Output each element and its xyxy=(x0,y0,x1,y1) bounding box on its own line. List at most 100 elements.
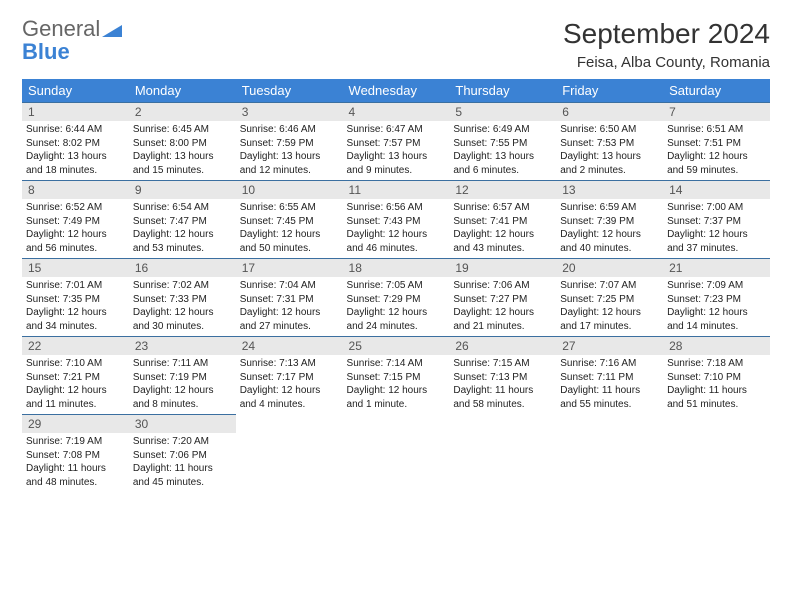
day-line-d1: Daylight: 12 hours xyxy=(240,306,339,320)
day-cell: 24Sunrise: 7:13 AMSunset: 7:17 PMDayligh… xyxy=(236,336,343,414)
day-line-sr: Sunrise: 6:51 AM xyxy=(667,123,766,137)
day-number: 1 xyxy=(22,102,129,121)
week-row: 29Sunrise: 7:19 AMSunset: 7:08 PMDayligh… xyxy=(22,414,770,492)
day-body: Sunrise: 7:04 AMSunset: 7:31 PMDaylight:… xyxy=(236,277,343,335)
day-line-sr: Sunrise: 6:59 AM xyxy=(560,201,659,215)
day-line-ss: Sunset: 7:37 PM xyxy=(667,215,766,229)
day-number: 25 xyxy=(343,336,450,355)
day-line-ss: Sunset: 7:41 PM xyxy=(453,215,552,229)
day-line-sr: Sunrise: 6:45 AM xyxy=(133,123,232,137)
day-line-d2: and 18 minutes. xyxy=(26,164,125,178)
day-line-d2: and 46 minutes. xyxy=(347,242,446,256)
location: Feisa, Alba County, Romania xyxy=(563,54,770,71)
day-line-sr: Sunrise: 7:18 AM xyxy=(667,357,766,371)
day-body: Sunrise: 6:57 AMSunset: 7:41 PMDaylight:… xyxy=(449,199,556,257)
day-cell: 19Sunrise: 7:06 AMSunset: 7:27 PMDayligh… xyxy=(449,258,556,336)
day-line-d2: and 6 minutes. xyxy=(453,164,552,178)
day-line-d1: Daylight: 12 hours xyxy=(133,306,232,320)
day-cell: 28Sunrise: 7:18 AMSunset: 7:10 PMDayligh… xyxy=(663,336,770,414)
day-line-d1: Daylight: 12 hours xyxy=(133,384,232,398)
day-body: Sunrise: 6:51 AMSunset: 7:51 PMDaylight:… xyxy=(663,121,770,179)
day-body: Sunrise: 6:47 AMSunset: 7:57 PMDaylight:… xyxy=(343,121,450,179)
day-line-d1: Daylight: 12 hours xyxy=(347,306,446,320)
day-line-ss: Sunset: 7:55 PM xyxy=(453,137,552,151)
day-number: 29 xyxy=(22,414,129,433)
day-body: Sunrise: 7:10 AMSunset: 7:21 PMDaylight:… xyxy=(22,355,129,413)
day-body: Sunrise: 7:05 AMSunset: 7:29 PMDaylight:… xyxy=(343,277,450,335)
day-cell: 29Sunrise: 7:19 AMSunset: 7:08 PMDayligh… xyxy=(22,414,129,492)
day-line-d1: Daylight: 13 hours xyxy=(560,150,659,164)
day-cell: 1Sunrise: 6:44 AMSunset: 8:02 PMDaylight… xyxy=(22,102,129,180)
dow-thursday: Thursday xyxy=(449,79,556,102)
day-line-d1: Daylight: 12 hours xyxy=(560,306,659,320)
month-title: September 2024 xyxy=(563,18,770,50)
day-line-ss: Sunset: 7:19 PM xyxy=(133,371,232,385)
day-number: 21 xyxy=(663,258,770,277)
dow-monday: Monday xyxy=(129,79,236,102)
day-line-d2: and 34 minutes. xyxy=(26,320,125,334)
day-number: 10 xyxy=(236,180,343,199)
day-number: 14 xyxy=(663,180,770,199)
day-line-d2: and 59 minutes. xyxy=(667,164,766,178)
day-line-ss: Sunset: 7:33 PM xyxy=(133,293,232,307)
day-line-d2: and 17 minutes. xyxy=(560,320,659,334)
day-line-d2: and 9 minutes. xyxy=(347,164,446,178)
day-line-sr: Sunrise: 7:04 AM xyxy=(240,279,339,293)
day-cell xyxy=(556,414,663,492)
day-cell xyxy=(343,414,450,492)
day-line-sr: Sunrise: 6:50 AM xyxy=(560,123,659,137)
week-row: 1Sunrise: 6:44 AMSunset: 8:02 PMDaylight… xyxy=(22,102,770,180)
day-body: Sunrise: 7:02 AMSunset: 7:33 PMDaylight:… xyxy=(129,277,236,335)
day-line-ss: Sunset: 7:59 PM xyxy=(240,137,339,151)
week-row: 22Sunrise: 7:10 AMSunset: 7:21 PMDayligh… xyxy=(22,336,770,414)
day-body: Sunrise: 6:59 AMSunset: 7:39 PMDaylight:… xyxy=(556,199,663,257)
day-number: 15 xyxy=(22,258,129,277)
day-number: 28 xyxy=(663,336,770,355)
day-line-sr: Sunrise: 6:54 AM xyxy=(133,201,232,215)
day-line-d2: and 11 minutes. xyxy=(26,398,125,412)
day-line-d2: and 24 minutes. xyxy=(347,320,446,334)
day-line-d1: Daylight: 11 hours xyxy=(667,384,766,398)
day-number: 19 xyxy=(449,258,556,277)
day-cell: 16Sunrise: 7:02 AMSunset: 7:33 PMDayligh… xyxy=(129,258,236,336)
logo-triangle-icon xyxy=(102,19,122,41)
day-cell: 14Sunrise: 7:00 AMSunset: 7:37 PMDayligh… xyxy=(663,180,770,258)
day-line-d1: Daylight: 12 hours xyxy=(347,384,446,398)
day-line-d1: Daylight: 13 hours xyxy=(453,150,552,164)
dow-friday: Friday xyxy=(556,79,663,102)
day-line-d2: and 48 minutes. xyxy=(26,476,125,490)
day-line-ss: Sunset: 7:57 PM xyxy=(347,137,446,151)
day-line-d1: Daylight: 13 hours xyxy=(133,150,232,164)
day-number: 16 xyxy=(129,258,236,277)
day-cell: 30Sunrise: 7:20 AMSunset: 7:06 PMDayligh… xyxy=(129,414,236,492)
day-line-ss: Sunset: 7:21 PM xyxy=(26,371,125,385)
day-body: Sunrise: 6:46 AMSunset: 7:59 PMDaylight:… xyxy=(236,121,343,179)
day-line-d1: Daylight: 12 hours xyxy=(347,228,446,242)
day-line-sr: Sunrise: 7:19 AM xyxy=(26,435,125,449)
day-number: 17 xyxy=(236,258,343,277)
day-line-d1: Daylight: 12 hours xyxy=(240,384,339,398)
day-line-d2: and 27 minutes. xyxy=(240,320,339,334)
day-number: 6 xyxy=(556,102,663,121)
day-cell: 5Sunrise: 6:49 AMSunset: 7:55 PMDaylight… xyxy=(449,102,556,180)
day-number: 20 xyxy=(556,258,663,277)
dow-tuesday: Tuesday xyxy=(236,79,343,102)
day-cell: 25Sunrise: 7:14 AMSunset: 7:15 PMDayligh… xyxy=(343,336,450,414)
day-line-ss: Sunset: 7:25 PM xyxy=(560,293,659,307)
day-cell: 11Sunrise: 6:56 AMSunset: 7:43 PMDayligh… xyxy=(343,180,450,258)
day-body: Sunrise: 6:56 AMSunset: 7:43 PMDaylight:… xyxy=(343,199,450,257)
day-line-sr: Sunrise: 6:49 AM xyxy=(453,123,552,137)
day-body: Sunrise: 6:44 AMSunset: 8:02 PMDaylight:… xyxy=(22,121,129,179)
day-number: 3 xyxy=(236,102,343,121)
day-body: Sunrise: 6:52 AMSunset: 7:49 PMDaylight:… xyxy=(22,199,129,257)
day-cell: 2Sunrise: 6:45 AMSunset: 8:00 PMDaylight… xyxy=(129,102,236,180)
day-line-sr: Sunrise: 7:05 AM xyxy=(347,279,446,293)
day-line-d1: Daylight: 12 hours xyxy=(26,384,125,398)
day-cell: 21Sunrise: 7:09 AMSunset: 7:23 PMDayligh… xyxy=(663,258,770,336)
day-line-ss: Sunset: 7:13 PM xyxy=(453,371,552,385)
day-line-d1: Daylight: 11 hours xyxy=(560,384,659,398)
day-line-d2: and 37 minutes. xyxy=(667,242,766,256)
day-line-ss: Sunset: 7:35 PM xyxy=(26,293,125,307)
day-line-ss: Sunset: 7:11 PM xyxy=(560,371,659,385)
day-line-sr: Sunrise: 7:20 AM xyxy=(133,435,232,449)
